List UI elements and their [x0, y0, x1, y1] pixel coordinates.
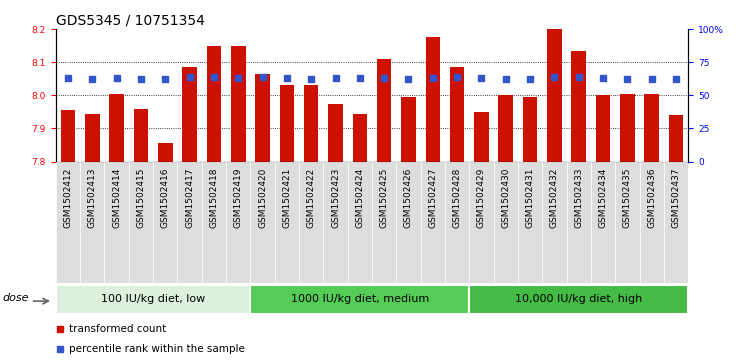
Bar — [80, 162, 104, 283]
Text: GSM1502413: GSM1502413 — [88, 168, 97, 228]
Bar — [347, 162, 372, 283]
Text: 1000 IU/kg diet, medium: 1000 IU/kg diet, medium — [291, 294, 429, 305]
Text: GSM1502417: GSM1502417 — [185, 168, 194, 228]
Bar — [567, 162, 591, 283]
Text: GSM1502421: GSM1502421 — [283, 168, 292, 228]
Bar — [255, 74, 270, 162]
Bar — [324, 162, 347, 283]
Bar — [280, 85, 294, 162]
Bar — [56, 162, 80, 283]
Text: GSM1502424: GSM1502424 — [356, 168, 365, 228]
Text: GSM1502420: GSM1502420 — [258, 168, 267, 228]
Bar — [493, 162, 518, 283]
Bar — [299, 162, 324, 283]
Bar — [304, 85, 318, 162]
Text: 10,000 IU/kg diet, high: 10,000 IU/kg diet, high — [515, 294, 642, 305]
Bar — [426, 37, 440, 162]
Text: GSM1502436: GSM1502436 — [647, 168, 656, 228]
Bar — [202, 162, 226, 283]
Bar — [372, 162, 397, 283]
Bar — [61, 110, 75, 162]
Bar — [207, 46, 221, 162]
Bar — [669, 115, 683, 162]
Bar — [474, 112, 489, 162]
Text: GSM1502430: GSM1502430 — [501, 168, 510, 228]
Text: GSM1502434: GSM1502434 — [599, 168, 608, 228]
Bar — [231, 46, 246, 162]
Bar — [85, 114, 100, 162]
Text: 100 IU/kg diet, low: 100 IU/kg diet, low — [101, 294, 205, 305]
Bar — [469, 285, 688, 314]
Bar — [571, 50, 586, 162]
Bar — [615, 162, 640, 283]
Text: GSM1502419: GSM1502419 — [234, 168, 243, 228]
Bar — [469, 162, 493, 283]
Bar — [523, 97, 537, 162]
Bar — [226, 162, 251, 283]
Bar — [397, 162, 420, 283]
Text: GSM1502416: GSM1502416 — [161, 168, 170, 228]
Bar — [158, 143, 173, 162]
Bar — [177, 162, 202, 283]
Bar — [109, 94, 124, 162]
Bar — [129, 162, 153, 283]
Bar — [328, 103, 343, 162]
Text: percentile rank within the sample: percentile rank within the sample — [68, 344, 245, 354]
Bar — [56, 285, 251, 314]
Text: GSM1502418: GSM1502418 — [209, 168, 219, 228]
Bar — [450, 67, 464, 162]
Bar — [445, 162, 469, 283]
Bar — [640, 162, 664, 283]
Text: dose: dose — [3, 293, 29, 303]
Text: GSM1502428: GSM1502428 — [452, 168, 461, 228]
Bar — [134, 109, 148, 162]
Text: GSM1502423: GSM1502423 — [331, 168, 340, 228]
Bar — [401, 97, 416, 162]
Bar — [591, 162, 615, 283]
Text: GSM1502415: GSM1502415 — [136, 168, 145, 228]
Text: GSM1502433: GSM1502433 — [574, 168, 583, 228]
Text: GSM1502435: GSM1502435 — [623, 168, 632, 228]
Bar — [547, 29, 562, 162]
Text: GSM1502425: GSM1502425 — [379, 168, 388, 228]
Text: GSM1502414: GSM1502414 — [112, 168, 121, 228]
Bar — [353, 114, 367, 162]
Bar — [377, 59, 391, 162]
Text: GSM1502412: GSM1502412 — [63, 168, 72, 228]
Bar — [596, 95, 610, 162]
Text: GSM1502429: GSM1502429 — [477, 168, 486, 228]
Text: GSM1502422: GSM1502422 — [307, 168, 315, 228]
Text: GSM1502427: GSM1502427 — [429, 168, 437, 228]
Bar — [664, 162, 688, 283]
Bar — [518, 162, 542, 283]
Text: GDS5345 / 10751354: GDS5345 / 10751354 — [56, 14, 205, 28]
Bar — [644, 94, 659, 162]
Bar — [153, 162, 177, 283]
Bar — [182, 67, 197, 162]
Text: GSM1502437: GSM1502437 — [672, 168, 681, 228]
Bar — [251, 162, 275, 283]
Text: transformed count: transformed count — [68, 325, 166, 334]
Bar — [251, 285, 469, 314]
Bar — [542, 162, 567, 283]
Bar — [104, 162, 129, 283]
Bar — [620, 94, 635, 162]
Bar — [420, 162, 445, 283]
Text: GSM1502431: GSM1502431 — [525, 168, 535, 228]
Text: GSM1502432: GSM1502432 — [550, 168, 559, 228]
Text: GSM1502426: GSM1502426 — [404, 168, 413, 228]
Bar — [275, 162, 299, 283]
Bar — [498, 95, 513, 162]
